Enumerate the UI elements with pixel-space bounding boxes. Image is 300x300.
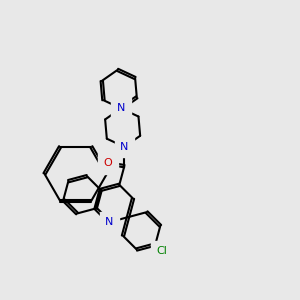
Text: N: N	[105, 217, 113, 227]
Text: N: N	[120, 142, 128, 152]
Text: N: N	[117, 103, 125, 113]
Text: Cl: Cl	[157, 246, 168, 256]
Text: O: O	[104, 158, 112, 168]
